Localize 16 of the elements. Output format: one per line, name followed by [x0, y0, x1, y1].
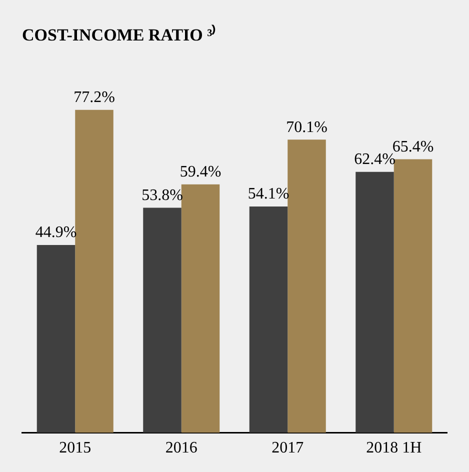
- bar: [394, 159, 432, 433]
- bar: [181, 184, 220, 433]
- data-label: 70.1%: [286, 118, 328, 136]
- x-tick-label: 2017: [272, 440, 304, 457]
- bar: [356, 172, 394, 433]
- bar: [249, 206, 288, 433]
- bar: [143, 208, 182, 433]
- data-label: 77.2%: [74, 89, 115, 106]
- x-tick-label: 2015: [59, 440, 92, 457]
- bar: [75, 110, 114, 433]
- bar: [288, 140, 326, 433]
- x-tick-label: 2018 1H: [366, 440, 422, 457]
- bar: [36, 245, 76, 433]
- chart-title: COST-INCOME RATIO ³⁾: [22, 24, 216, 45]
- x-tick-label: 2016: [165, 440, 198, 457]
- data-label: 59.4%: [180, 164, 222, 181]
